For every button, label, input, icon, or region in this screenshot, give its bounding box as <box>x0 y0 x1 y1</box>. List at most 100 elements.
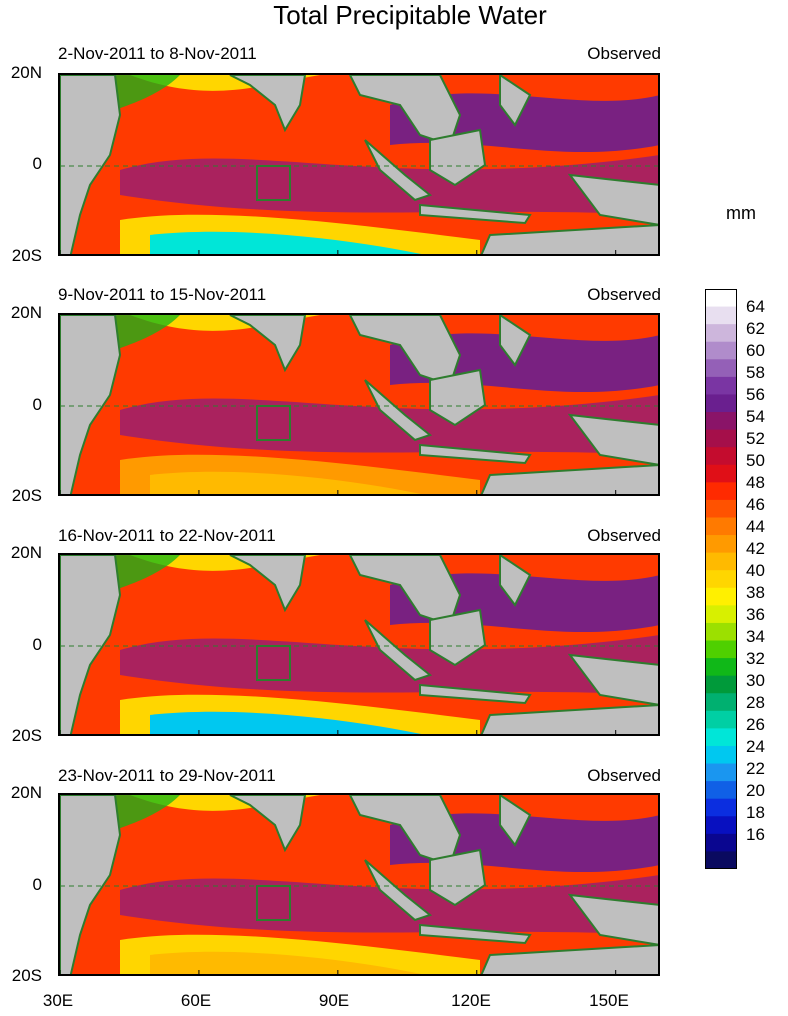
colorbar-swatch <box>705 675 737 694</box>
colorbar-swatch <box>705 693 737 712</box>
india-land <box>229 315 307 373</box>
dry-region <box>150 711 422 734</box>
lat-label-20s: 20S <box>11 726 42 745</box>
analysis-box <box>256 885 291 921</box>
africa-land <box>60 75 122 254</box>
new-guinea-land <box>567 413 658 466</box>
colorbar-tick-label: 34 <box>746 627 765 646</box>
lat-label-20s: 20S <box>11 486 42 505</box>
map-graphic <box>60 795 658 974</box>
colorbar-swatch <box>705 605 737 624</box>
colorbar-border <box>705 289 737 869</box>
lat-label-20n: 20N <box>10 63 42 82</box>
lat-label-0: 0 <box>32 875 42 894</box>
panel-2-date: 9-Nov-2011 to 15-Nov-2011 <box>58 285 267 304</box>
colorbar-swatch <box>705 482 737 501</box>
panel-4-date: 23-Nov-2011 to 29-Nov-2011 <box>58 766 276 785</box>
colorbar-swatch <box>705 499 737 518</box>
colorbar-swatch <box>705 851 737 869</box>
colorbar-tick-label: 40 <box>746 561 765 580</box>
australia-land <box>480 224 658 254</box>
colorbar-tick-label: 32 <box>746 649 765 668</box>
colorbar-swatch <box>705 324 737 343</box>
map-graphic <box>60 75 658 254</box>
colorbar-swatch <box>705 833 737 852</box>
map-panel-2 <box>58 313 660 496</box>
units-label: mm <box>726 203 756 223</box>
colorbar-tick-label: 42 <box>746 539 765 558</box>
africa-land <box>60 315 122 494</box>
colorbar-swatch <box>705 728 737 747</box>
colorbar-swatch <box>705 376 737 395</box>
sumatra-land <box>364 379 433 442</box>
colorbar-tick-label: 62 <box>746 319 765 338</box>
map-graphic <box>60 315 658 494</box>
colorbar-swatch <box>705 447 737 466</box>
moist-band <box>120 395 658 455</box>
colorbar-tick-label: 26 <box>746 715 765 734</box>
colorbar-swatch <box>705 798 737 817</box>
java-land <box>419 923 532 945</box>
panel-1-status: Observed <box>587 44 661 63</box>
colorbar-tick-label: 50 <box>746 451 765 470</box>
map-panel-1 <box>58 73 660 256</box>
map-panel-3 <box>58 553 660 736</box>
colorbar-tick-label: 46 <box>746 495 765 514</box>
lon-label-30e: 30E <box>42 991 74 1010</box>
borneo-land <box>429 368 487 427</box>
australia-land <box>480 704 658 734</box>
colorbar-swatch <box>705 535 737 554</box>
colorbar-tick-label: 30 <box>746 671 765 690</box>
dry-region <box>150 471 422 494</box>
colorbar-tick-label: 20 <box>746 781 765 800</box>
panel-2-status: Observed <box>587 285 661 304</box>
lat-label-20s: 20S <box>11 246 42 265</box>
map-panel-4 <box>58 793 660 976</box>
moist-band <box>120 155 658 215</box>
analysis-box <box>256 405 291 441</box>
colorbar-tick-label: 52 <box>746 429 765 448</box>
new-guinea-land <box>567 653 658 706</box>
lat-label-20s: 20S <box>11 966 42 985</box>
java-land <box>419 443 532 465</box>
sumatra-land <box>364 619 433 682</box>
colorbar-tick-label: 16 <box>746 825 765 844</box>
moist-band <box>120 875 658 935</box>
colorbar-tick-label: 22 <box>746 759 765 778</box>
colorbar-tick-label: 28 <box>746 693 765 712</box>
colorbar-tick-label: 56 <box>746 385 765 404</box>
dry-region <box>150 231 422 254</box>
panel-3-date: 16-Nov-2011 to 22-Nov-2011 <box>58 526 276 545</box>
dry-region <box>150 951 422 974</box>
lat-label-20n: 20N <box>10 303 42 322</box>
colorbar-swatch <box>705 464 737 483</box>
colorbar-tick-label: 44 <box>746 517 765 536</box>
lon-label-120e: 120E <box>451 991 491 1010</box>
colorbar-swatch <box>705 640 737 659</box>
lat-label-0: 0 <box>32 635 42 654</box>
colorbar-tick-label: 64 <box>746 297 765 316</box>
australia-land <box>480 464 658 494</box>
colorbar-swatch <box>705 622 737 642</box>
colorbar-swatch <box>705 306 737 325</box>
borneo-land <box>429 608 487 667</box>
colorbar-swatch <box>705 658 737 677</box>
colorbar-swatch <box>705 710 737 729</box>
colorbar-swatch <box>705 552 737 571</box>
colorbar-tick-label: 36 <box>746 605 765 624</box>
colorbar-swatch <box>705 517 737 536</box>
africa-land <box>60 555 122 734</box>
colorbar-swatch <box>705 570 737 589</box>
lat-label-0: 0 <box>32 395 42 414</box>
lat-label-20n: 20N <box>10 543 42 562</box>
colorbar-swatch <box>705 587 737 606</box>
india-land <box>229 555 307 613</box>
colorbar-swatch <box>705 781 737 800</box>
lon-label-60e: 60E <box>180 991 212 1010</box>
india-land <box>229 75 307 133</box>
philippines-land <box>499 555 532 607</box>
colorbar-swatch <box>705 816 737 835</box>
java-land <box>419 203 532 225</box>
africa-land <box>60 795 122 974</box>
lat-label-20n: 20N <box>10 783 42 802</box>
